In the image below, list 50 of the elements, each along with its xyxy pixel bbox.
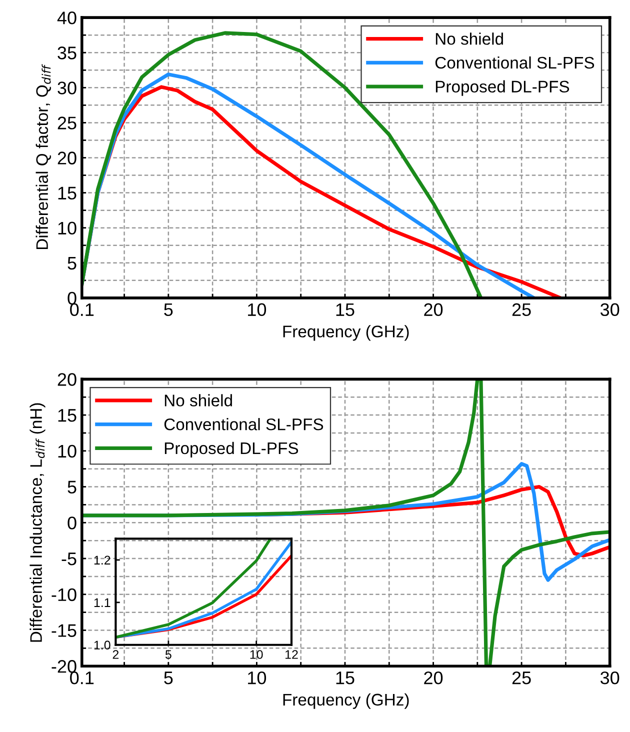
x-tick-label: 25	[512, 303, 531, 316]
x-tick-label: 30	[600, 303, 620, 316]
x-tick-label: 10	[248, 303, 266, 316]
x-tick-label: 2	[112, 650, 119, 659]
y-tick-label: 1.2	[94, 556, 110, 564]
y-tick-label: 1.0	[94, 640, 110, 650]
y-tick-label: -15	[52, 624, 76, 637]
x-tick-label: 0.1	[70, 671, 94, 684]
x-tick-label: 20	[424, 671, 443, 684]
y-tick-label: 40	[57, 12, 76, 24]
y-tick-label: 15	[58, 186, 76, 200]
y-tick-label: 0	[68, 292, 76, 305]
y-tick-label: -20	[52, 660, 76, 673]
y-tick-label: 25	[58, 116, 76, 130]
x-tick-label: 15	[336, 672, 354, 684]
x-tick-label: 30	[600, 671, 620, 684]
y-tick-label: 5	[68, 257, 76, 270]
y-tick-label: 10	[58, 444, 76, 458]
y-tick-label: -5	[62, 552, 76, 566]
y-tick-label: 20	[58, 152, 76, 164]
legend-label: Proposed DL-PFS	[164, 442, 298, 458]
x-tick-label: 5	[164, 303, 173, 316]
legend-label: Proposed DL-PFS	[436, 80, 570, 96]
x-tick-label: 5	[165, 650, 172, 659]
x-tick-label: 12	[285, 650, 298, 659]
x-tick-label: 0.1	[70, 303, 94, 316]
y-tick-label: 10	[58, 222, 76, 235]
x-tick-label: 20	[424, 303, 443, 316]
x-axis-title: Frequency (GHz)	[283, 325, 409, 341]
x-tick-label: 10	[250, 650, 263, 659]
line-series	[82, 379, 610, 666]
y-tick-label: 0	[68, 516, 76, 530]
x-tick-label: 5	[164, 672, 173, 684]
y-tick-label: 15	[58, 409, 76, 422]
x-tick-label: 10	[248, 671, 266, 684]
y-tick-label: 20	[58, 373, 76, 386]
y-tick-label: 1.1	[94, 598, 110, 607]
y-tick-label: 30	[58, 82, 76, 94]
x-axis-title: Frequency (GHz)	[283, 693, 409, 709]
legend-label: Conventional SL-PFS	[435, 56, 594, 69]
legend-label: No shield	[164, 394, 232, 406]
y-tick-label: 5	[68, 480, 76, 494]
y-axis-title: Differential Q factor, Q$_{diff}$	[36, 64, 52, 250]
y-axis-title: Differential Inductance, L$_{diff}$ (nH)	[30, 403, 46, 642]
x-tick-label: 15	[336, 303, 354, 316]
legend-label: No shield	[436, 32, 503, 45]
y-tick-label: 35	[58, 46, 76, 60]
y-tick-label: -10	[52, 588, 76, 602]
legend-label: Conventional SL-PFS	[164, 418, 324, 430]
x-tick-label: 25	[512, 671, 531, 684]
